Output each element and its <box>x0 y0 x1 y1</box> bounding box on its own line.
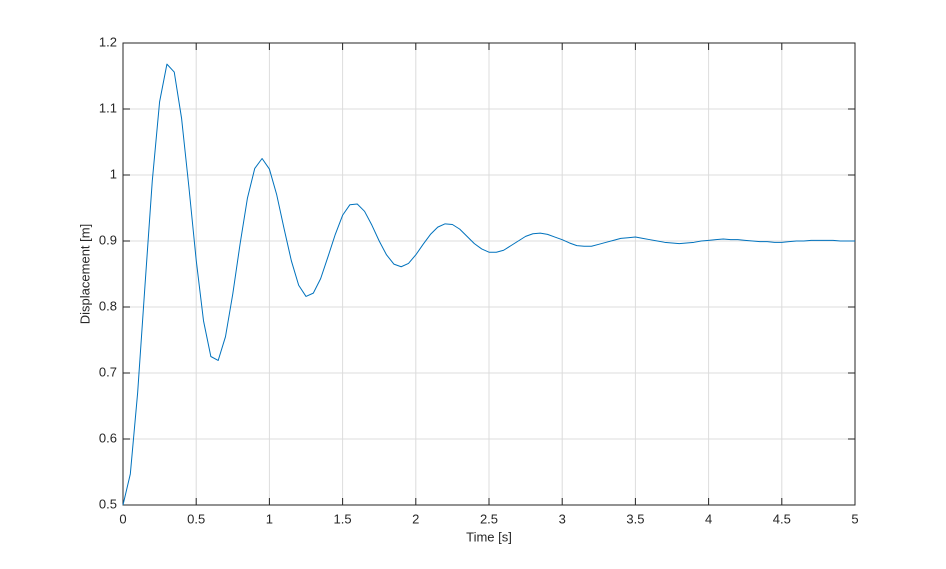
y-tick-label: 0.5 <box>99 496 117 511</box>
y-tick-label: 1.2 <box>99 34 117 49</box>
x-tick-label: 1.5 <box>334 511 352 526</box>
x-tick-label: 1 <box>266 511 273 526</box>
x-tick-label: 0.5 <box>187 511 205 526</box>
y-axis-label: Displacement [m] <box>77 224 92 324</box>
y-tick-label: 1.1 <box>99 100 117 115</box>
y-tick-label: 0.6 <box>99 430 117 445</box>
x-tick-label: 4.5 <box>773 511 791 526</box>
y-tick-label: 0.9 <box>99 232 117 247</box>
y-tick-label: 1 <box>110 166 117 181</box>
x-tick-label: 3.5 <box>626 511 644 526</box>
y-tick-label: 0.7 <box>99 364 117 379</box>
x-tick-label: 2.5 <box>480 511 498 526</box>
series-line <box>122 63 855 506</box>
plot-box <box>122 42 856 506</box>
x-tick-label: 3 <box>559 511 566 526</box>
x-tick-label: 0 <box>119 511 126 526</box>
x-tick-label: 2 <box>412 511 419 526</box>
x-axis-label: Time [s] <box>466 529 512 544</box>
x-tick-label: 5 <box>851 511 858 526</box>
y-tick-label: 0.8 <box>99 298 117 313</box>
x-tick-label: 4 <box>705 511 712 526</box>
